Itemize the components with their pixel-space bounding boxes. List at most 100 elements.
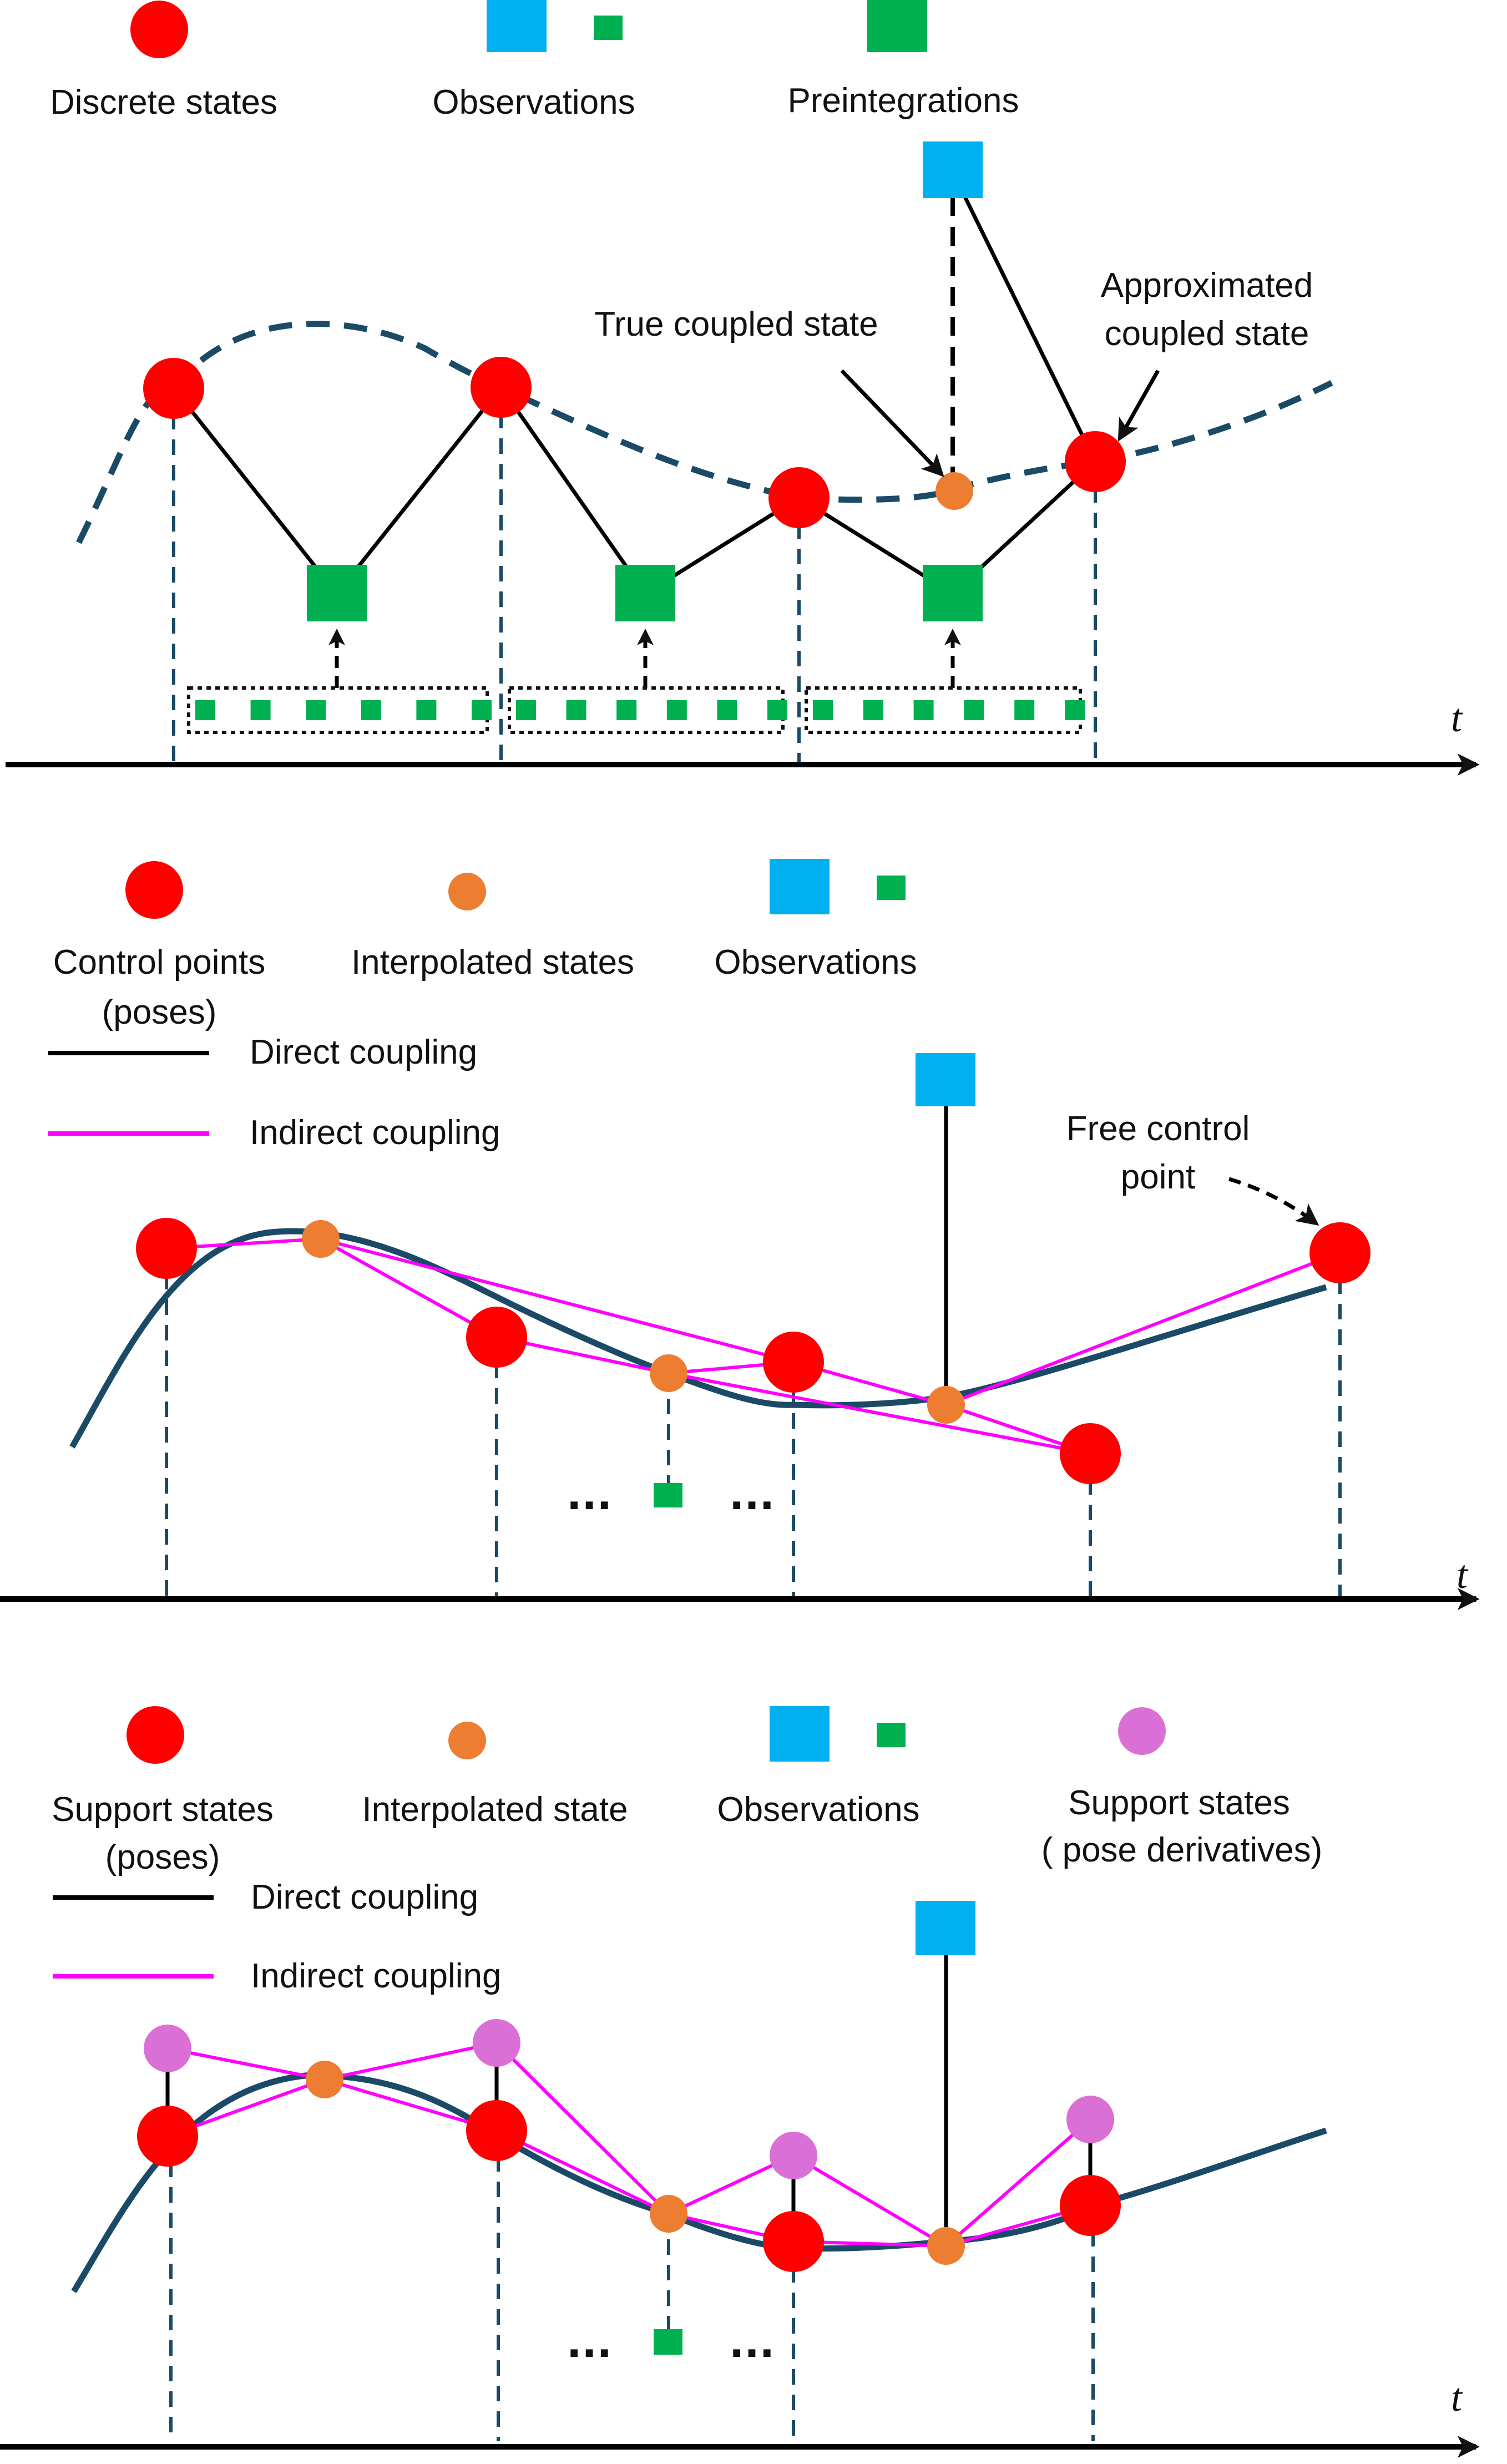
control-point [466,1307,527,1368]
ellipsis-left: ... [567,1472,612,1519]
support-derivative-state [1066,2096,1114,2143]
raw-measurement-square [616,700,637,720]
preintegrate-arrows [328,629,961,688]
legend-support-states-label: Support states [52,1790,274,1829]
indirect-coupling-lines [166,1237,1341,1455]
control-point [763,1332,824,1393]
free-control-point-label-line2: point [1121,1158,1195,1196]
raw-measurement-square [717,700,737,720]
legend-support-states-label-line2: (poses) [105,1838,220,1876]
true-coupled-state-arrow [840,369,944,477]
free-control-point [1309,1222,1371,1283]
legend-observations-label: Observations [717,1790,919,1829]
preintegration-square [307,565,367,621]
ellipsis-right: ... [729,1472,775,1519]
discrete-state [471,357,532,418]
observation-square [916,1053,975,1106]
legend-discrete-state-marker [130,1,188,58]
true-trajectory-curve [76,321,1333,544]
interpolated-state [927,1386,965,1424]
time-axis-1-label: t [1451,696,1463,740]
raw-measurement-square [416,700,437,720]
legend-interpolated-state-marker [448,1722,486,1759]
observation-square [923,141,983,198]
legend-preintegrations-label: Preintegrations [787,82,1019,120]
observation-green-square [654,2329,682,2355]
support-pose-state [763,2211,824,2272]
legend-control-point-marker [125,861,183,919]
raw-measurement-square [813,700,833,720]
raw-measurement-square [913,700,934,720]
raw-measurement-square [306,700,326,720]
raw-measurement-square [1065,700,1085,720]
legend-support-derivative-marker [1118,1707,1166,1755]
legend-observation-blue-marker [770,859,830,914]
approximated-coupled-state [1065,431,1126,492]
control-point-drop-lines [165,1248,1342,1598]
legend-interpolated-state-label: Interpolated state [362,1790,628,1829]
legend-preintegration-marker [867,0,927,52]
preintegration-links [172,171,1098,595]
approximated-coupled-state-label: Approximated [1101,266,1313,305]
legend-observation-green-marker [877,1723,906,1747]
legend-direct-coupling-label: Direct coupling [251,1878,478,1916]
support-derivative-state [144,2025,191,2072]
legend-indirect-coupling-label: Indirect coupling [251,1957,502,1995]
panel-control-points: Control points (poses) Interpolated stat… [0,859,1480,1610]
raw-measurement-square [516,700,536,720]
raw-measurement-square [250,700,271,720]
approximated-coupled-state-label-line2: coupled state [1105,315,1309,353]
free-control-point-arrow [1228,1177,1319,1226]
legend-interpolated-state-marker [448,873,486,910]
legend-observations-label: Observations [714,943,917,981]
true-coupled-state-label: True coupled state [594,305,878,343]
legend-observation-blue-marker [770,1706,830,1762]
raw-measurement-square [1014,700,1035,720]
control-point [136,1218,197,1279]
legend-support-state-marker [127,1706,184,1764]
time-axis-2-label: t [1457,1552,1469,1597]
legend-interpolated-states-label: Interpolated states [351,943,634,981]
raw-measurement-square [666,700,687,720]
interpolated-state [302,1220,340,1258]
preintegration-square [923,565,983,621]
legend-observation-green-marker [877,876,906,900]
support-derivative-state [770,2132,817,2179]
raw-measurement-square [863,700,883,720]
support-pose-state [1060,2175,1121,2236]
interpolated-state [650,1354,687,1392]
raw-measurement-square [964,700,984,720]
interpolated-state [650,2195,687,2233]
legend-observation-blue-marker [487,0,547,52]
raw-measurement-square [195,700,215,720]
support-pose-state [466,2100,527,2161]
discrete-state [768,467,830,528]
legend-control-points-label: Control points [53,943,266,981]
raw-measurement-squares [195,700,1085,720]
free-control-point-label: Free control [1066,1110,1250,1148]
legend-support-derivatives-label-line2: ( pose derivatives) [1041,1831,1323,1869]
raw-measurement-square [472,700,492,720]
continuous-trajectory-curve [71,2072,1327,2293]
true-coupled-state [935,472,973,510]
legend-indirect-coupling-label: Indirect coupling [250,1114,500,1152]
preintegration-square [615,565,675,621]
ellipsis-left: ... [567,2320,612,2366]
legend-control-points-label-line2: (poses) [102,993,217,1031]
legend-support-derivatives-label: Support states [1068,1784,1290,1822]
legend-direct-coupling-label: Direct coupling [250,1033,477,1071]
panel-discrete-states: Discrete states Observations Preintegrat… [6,0,1480,776]
ellipsis-right: ... [729,2320,775,2366]
observation-green-square [654,1483,682,1507]
interpolated-state [306,2061,343,2098]
support-derivative-state [473,2019,520,2067]
raw-measurement-square [566,700,586,720]
legend-discrete-states-label: Discrete states [50,83,277,122]
control-point [1060,1423,1121,1484]
approximated-coupled-state-arrow [1117,370,1160,442]
time-axis-3-label: t [1451,2375,1463,2420]
time-drop-lines [172,387,1097,763]
legend-observations-label: Observations [432,83,635,122]
